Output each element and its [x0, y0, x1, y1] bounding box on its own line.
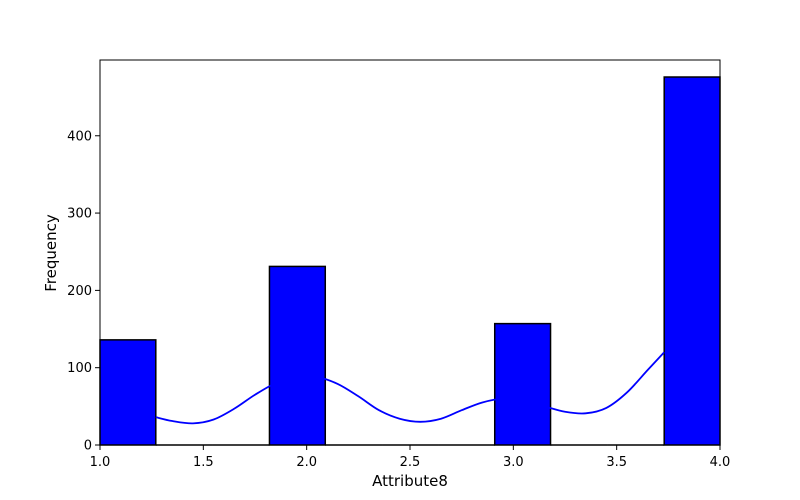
x-tick-label: 1.5: [193, 455, 214, 470]
histogram-bar: [493, 322, 552, 446]
histogram-bar: [663, 76, 721, 446]
y-tick-label: 100: [67, 361, 92, 376]
y-tick-label: 300: [67, 207, 92, 222]
histogram-bar: [268, 265, 327, 446]
y-tick-label: 0: [84, 439, 92, 454]
kde-line: [155, 351, 665, 425]
y-tick-label: 200: [67, 284, 92, 299]
x-tick-label: 2.5: [400, 455, 421, 470]
x-tick-label: 3.5: [606, 455, 627, 470]
kde-group: [155, 351, 665, 425]
x-tick-label: 4.0: [710, 455, 731, 470]
bars-group: [99, 76, 721, 446]
y-axis-ticks: 0 100 200 300 400: [67, 129, 100, 454]
x-tick-label: 2.0: [296, 455, 317, 470]
x-tick-label: 1.0: [90, 455, 111, 470]
x-tick-label: 3.0: [503, 455, 524, 470]
y-tick-label: 400: [67, 129, 92, 144]
x-axis-label: Attribute8: [372, 472, 448, 490]
histogram-bar: [99, 339, 157, 446]
y-axis-label: Frequency: [42, 214, 60, 292]
plot-frame: [99, 59, 721, 446]
x-axis-ticks: 1.0 1.5 2.0 2.5 3.0 3.5 4.0: [90, 445, 731, 470]
